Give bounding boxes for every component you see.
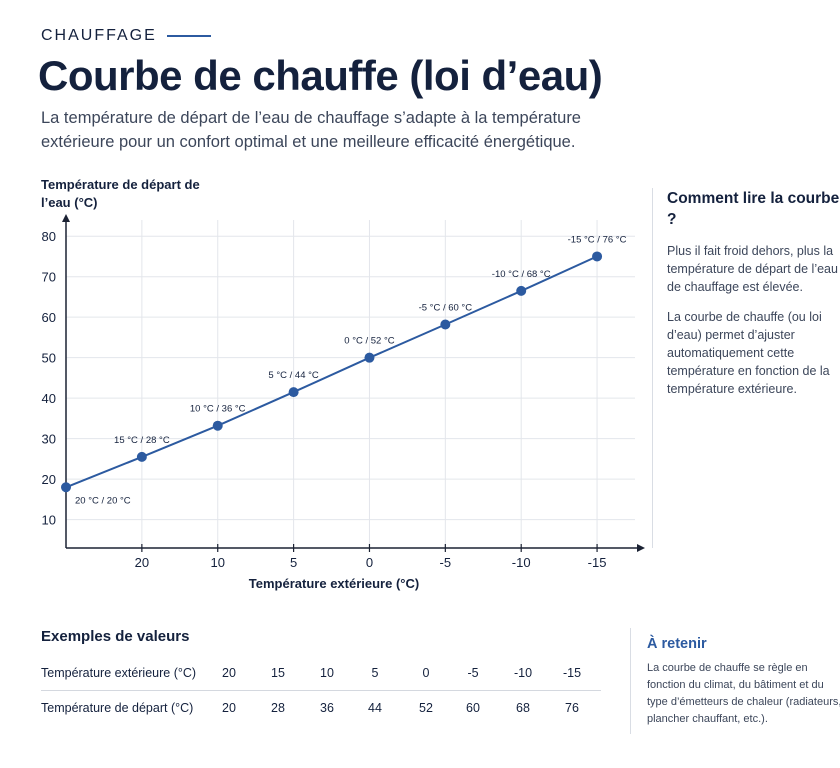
x-tick-label: -15 <box>588 555 607 570</box>
data-point <box>288 387 299 398</box>
key-takeaway-panel: À retenir La courbe de chauffe se règle … <box>630 628 840 734</box>
y-tick-label: 40 <box>42 391 56 406</box>
data-point <box>136 451 147 462</box>
examples-cell: -5 <box>467 666 479 680</box>
examples-divider <box>41 690 601 691</box>
chart-y-axis-label: Température de départ de l’eau (°C) <box>41 177 200 210</box>
data-point <box>212 420 223 431</box>
examples-cell: 15 <box>271 666 285 680</box>
examples-row-label: Température de départ (°C) <box>41 701 194 715</box>
data-point-label: -5 °C / 60 °C <box>419 302 473 313</box>
chart-x-axis-label: Température extérieure (°C) <box>249 576 419 591</box>
examples-cell: -10 <box>513 666 533 680</box>
data-point <box>440 319 451 330</box>
y-tick-label: 50 <box>42 351 56 366</box>
y-tick-label: 10 <box>42 513 56 528</box>
examples-cell: 5 <box>371 666 379 680</box>
eyebrow-rule <box>166 35 211 37</box>
key-takeaway-text: La courbe de chauffe se règle en fonctio… <box>647 662 840 725</box>
how-to-read-para-2: La courbe de chauffe (ou loi d’eau) perm… <box>667 310 830 396</box>
data-point-label: 0 °C / 52 °C <box>344 336 395 347</box>
examples-cell: 20 <box>222 666 236 680</box>
page-subtitle: La température de départ de l’eau de cha… <box>41 109 581 151</box>
examples-cell: 20 <box>222 701 236 715</box>
y-tick-label: 70 <box>42 270 56 285</box>
data-point <box>364 352 375 363</box>
examples-cell: 28 <box>271 701 285 715</box>
data-point-label: -10 °C / 68 °C <box>492 269 551 280</box>
examples-title: Exemples de valeurs <box>41 628 190 645</box>
examples-row-flow: Température de départ (°C) 20 28 36 44 52 60 6… <box>41 701 601 721</box>
y-axis-arrow <box>62 214 70 222</box>
section-eyebrow: CHAUFFAGE <box>41 27 211 45</box>
data-point <box>61 482 71 493</box>
examples-cell: 0 <box>422 666 430 680</box>
examples-cell: 10 <box>320 666 334 680</box>
examples-cell: 76 <box>565 701 579 715</box>
examples-cell: -15 <box>562 666 582 680</box>
data-point <box>516 285 527 296</box>
examples-cell: 68 <box>516 701 530 715</box>
y-tick-label: 20 <box>42 472 56 487</box>
how-to-read-para-1: Plus il fait froid dehors, plus la tempé… <box>667 244 838 294</box>
examples-row-label: Température extérieure (°C) <box>41 666 197 680</box>
how-to-read-panel: Comment lire la courbe ? Plus il fait fr… <box>652 188 840 548</box>
y-tick-label: 80 <box>42 229 56 244</box>
x-tick-label: 5 <box>290 555 297 570</box>
x-tick-label: -10 <box>512 555 531 570</box>
key-takeaway-title: À retenir <box>647 636 707 652</box>
data-point-label: 20 °C / 20 °C <box>75 495 131 506</box>
x-tick-label: 0 <box>366 555 373 570</box>
examples-cell: 52 <box>419 701 433 715</box>
data-point-label: 15 °C / 28 °C <box>114 435 170 446</box>
x-axis-arrow <box>637 544 645 552</box>
examples-row-outdoor: Température extérieure (°C) 20 15 10 5 0 -5 -1… <box>41 666 601 686</box>
data-point-label: 5 °C / 44 °C <box>268 370 319 381</box>
x-tick-label: 10 <box>210 555 224 570</box>
eyebrow-label: CHAUFFAGE <box>41 27 157 44</box>
x-tick-label: 20 <box>135 555 149 570</box>
page-title: Courbe de chauffe (loi d’eau) <box>38 52 603 99</box>
data-point <box>592 251 603 262</box>
examples-cell: 44 <box>368 701 382 715</box>
how-to-read-heading: Comment lire la courbe ? <box>667 190 840 228</box>
heating-curve-line <box>65 255 598 489</box>
examples-cell: 36 <box>320 701 334 715</box>
data-point-label: -15 °C / 76 °C <box>568 234 627 245</box>
y-tick-label: 60 <box>42 310 56 325</box>
y-tick-label: 30 <box>42 432 56 447</box>
examples-cell: 60 <box>466 701 480 715</box>
data-point-label: 10 °C / 36 °C <box>190 404 246 415</box>
x-tick-label: -5 <box>440 555 452 570</box>
